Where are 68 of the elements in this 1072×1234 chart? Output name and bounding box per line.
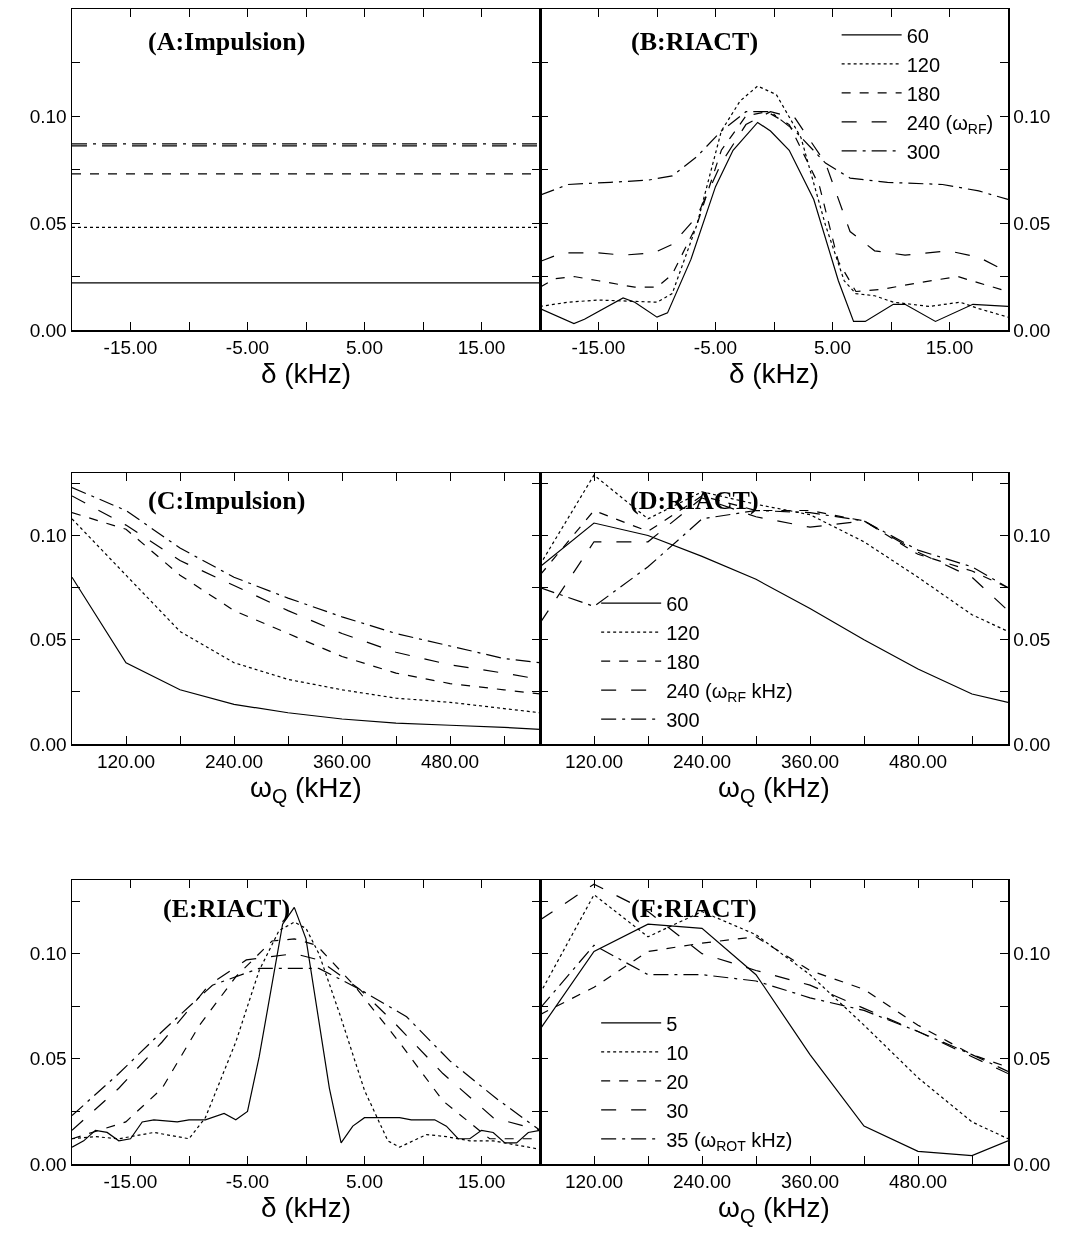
legend-label: 60 (666, 592, 689, 615)
x-tick-label: 120.00 (564, 751, 624, 773)
legend-label: 180 (906, 82, 941, 105)
x-tick-label: 15.00 (925, 337, 974, 359)
x-tick-label: 240.00 (672, 1171, 732, 1193)
y-tick-label: 0.00 (1013, 733, 1051, 755)
x-tick-label: 240.00 (204, 751, 264, 773)
x-tick-label: 360.00 (780, 751, 840, 773)
y-tick-label: 0.00 (1013, 319, 1051, 341)
x-axis-title: ω$_{Q}$ (kHz) (250, 772, 362, 808)
legend-label: 120 (666, 621, 700, 644)
x-tick-label: 480.00 (888, 1171, 948, 1193)
y-tick-label: 0.10 (1013, 525, 1051, 547)
y-tick-label: 0.00 (29, 733, 67, 755)
legend-label: 35 (ω$_{ROT}$ kHz) (666, 1128, 793, 1154)
y-tick-label: 0.00 (1013, 1153, 1051, 1175)
y-tick-label: 0.10 (1013, 943, 1051, 965)
y-tick-label: 0.00 (29, 319, 67, 341)
text: (C:Impulsion) (148, 486, 306, 515)
text: (B:RIACT) (631, 27, 759, 56)
x-tick-label: 240.00 (672, 751, 732, 773)
x-tick-label: -15.00 (571, 337, 626, 359)
x-tick-label: 360.00 (780, 1171, 840, 1193)
x-tick-label: -15.00 (103, 337, 158, 359)
x-tick-label: 5.00 (814, 337, 851, 359)
x-tick-label: -5.00 (225, 1171, 270, 1193)
x-tick-label: -5.00 (693, 337, 738, 359)
legend-label: 120 (906, 53, 941, 76)
text: (E:RIACT) (163, 894, 291, 923)
text: (A:Impulsion) (148, 27, 306, 56)
legend-label: 180 (666, 650, 700, 673)
legend-label: 300 (906, 140, 941, 163)
x-tick-label: 480.00 (420, 751, 480, 773)
legend-label: 300 (666, 708, 700, 731)
y-tick-label: 0.00 (29, 1153, 67, 1175)
x-tick-label: 120.00 (96, 751, 156, 773)
y-tick-label: 0.10 (29, 105, 67, 127)
y-tick-label: 0.10 (29, 943, 67, 965)
legend-label: 240 (ω$_{RF}$ kHz) (666, 679, 793, 706)
x-axis-title: δ (kHz) (260, 358, 352, 390)
y-tick-label: 0.05 (29, 629, 67, 651)
x-axis-title: δ (kHz) (728, 358, 820, 390)
text: (F:RIACT) (631, 894, 757, 923)
legend-label: 240 (ω$_{RF}$) (906, 111, 994, 137)
x-tick-label: -15.00 (103, 1171, 158, 1193)
x-tick-label: 5.00 (346, 337, 383, 359)
x-axis-title: ω$_{Q}$ (kHz) (718, 1192, 830, 1228)
x-tick-label: 15.00 (457, 1171, 506, 1193)
y-tick-label: 0.10 (29, 525, 67, 547)
y-tick-label: 0.05 (1013, 1048, 1051, 1070)
legend-label: 5 (666, 1012, 678, 1035)
legend-label: 60 (906, 24, 929, 47)
y-tick-label: 0.05 (1013, 629, 1051, 651)
x-tick-label: 5.00 (346, 1171, 383, 1193)
x-tick-label: 120.00 (564, 1171, 624, 1193)
x-axis-title: ω$_{Q}$ (kHz) (718, 772, 830, 808)
legend-label: 30 (666, 1099, 689, 1122)
x-tick-label: 480.00 (888, 751, 948, 773)
y-tick-label: 0.10 (1013, 105, 1051, 127)
x-tick-label: 360.00 (312, 751, 372, 773)
y-tick-label: 0.05 (1013, 212, 1051, 234)
legend-label: 10 (666, 1041, 689, 1064)
x-axis-title: δ (kHz) (260, 1192, 352, 1224)
y-tick-label: 0.05 (29, 1048, 67, 1070)
y-tick-label: 0.05 (29, 212, 67, 234)
x-tick-label: 15.00 (457, 337, 506, 359)
x-tick-label: -5.00 (225, 337, 270, 359)
legend-label: 20 (666, 1070, 689, 1093)
